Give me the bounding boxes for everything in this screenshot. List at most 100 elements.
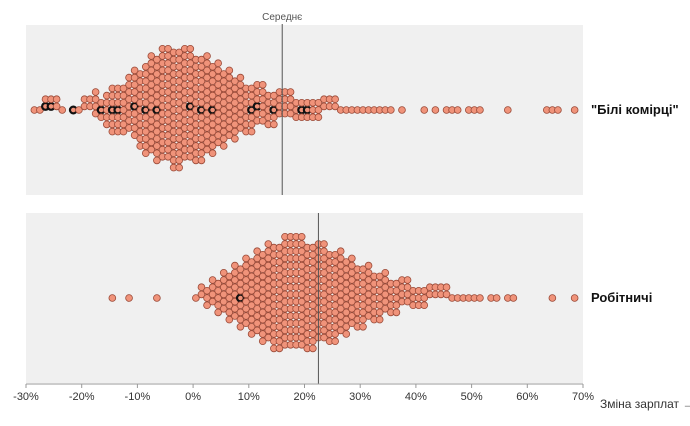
data-dot bbox=[548, 294, 557, 302]
data-dot bbox=[147, 138, 156, 147]
data-dot bbox=[297, 283, 306, 292]
data-dot bbox=[336, 283, 345, 292]
data-dot bbox=[141, 99, 150, 107]
data-dot bbox=[175, 156, 183, 165]
data-dot bbox=[258, 279, 267, 288]
data-dot bbox=[219, 276, 228, 284]
data-dot bbox=[231, 283, 239, 292]
data-dot bbox=[504, 106, 512, 114]
data-dot bbox=[175, 163, 183, 172]
data-dot bbox=[141, 120, 150, 129]
data-dot bbox=[320, 312, 328, 320]
x-tick-label: 10% bbox=[238, 391, 260, 403]
data-dot bbox=[164, 153, 172, 161]
data-dot bbox=[208, 276, 217, 284]
data-dot bbox=[275, 294, 284, 302]
data-dot bbox=[231, 113, 239, 121]
data-dot bbox=[119, 84, 128, 93]
x-tick-label: -20% bbox=[69, 391, 95, 403]
data-dot bbox=[359, 294, 367, 302]
data-dot bbox=[348, 261, 356, 270]
data-dot bbox=[442, 283, 451, 292]
data-dot bbox=[236, 81, 245, 89]
data-dot bbox=[208, 63, 217, 71]
data-dot bbox=[258, 337, 267, 346]
data-dot bbox=[203, 124, 211, 132]
data-dot bbox=[331, 102, 339, 111]
x-tick-label: 0% bbox=[185, 391, 201, 403]
data-dot bbox=[247, 265, 256, 274]
data-dot bbox=[264, 276, 273, 284]
data-dot bbox=[175, 48, 183, 57]
data-dot bbox=[275, 344, 284, 353]
data-dot bbox=[270, 120, 278, 129]
data-dot bbox=[297, 326, 306, 335]
data-dot bbox=[275, 279, 284, 288]
data-dot bbox=[247, 120, 256, 129]
data-dot bbox=[264, 283, 273, 292]
data-dot bbox=[392, 308, 401, 317]
data-dot bbox=[236, 265, 245, 274]
data-dot bbox=[147, 81, 156, 89]
data-dot bbox=[320, 254, 328, 263]
data-dot bbox=[231, 312, 239, 320]
data-dot bbox=[314, 99, 323, 107]
data-dot bbox=[359, 322, 367, 331]
data-dot bbox=[331, 258, 339, 266]
data-dot bbox=[331, 294, 339, 302]
data-dot bbox=[275, 243, 284, 252]
data-dot bbox=[286, 88, 295, 96]
data-dot bbox=[214, 59, 222, 67]
data-dot bbox=[336, 326, 345, 335]
data-dot bbox=[231, 304, 239, 313]
data-dot bbox=[219, 120, 228, 129]
data-dot bbox=[186, 44, 195, 53]
data-dot bbox=[164, 59, 172, 67]
data-dot bbox=[253, 304, 261, 313]
data-dot bbox=[219, 84, 228, 93]
data-dot bbox=[264, 254, 273, 263]
blue-collar-dots bbox=[108, 233, 579, 353]
data-dot bbox=[297, 240, 306, 248]
data-dot bbox=[309, 265, 317, 274]
data-dot bbox=[253, 254, 261, 263]
data-dot bbox=[208, 149, 217, 158]
data-dot bbox=[219, 304, 228, 313]
data-dot bbox=[186, 81, 195, 89]
data-dot bbox=[197, 113, 206, 121]
data-dot bbox=[236, 279, 245, 288]
data-dot bbox=[141, 63, 150, 71]
data-dot bbox=[258, 117, 267, 125]
data-dot bbox=[364, 261, 373, 270]
data-dot bbox=[320, 326, 328, 335]
data-dot bbox=[242, 276, 250, 284]
data-dot bbox=[130, 131, 139, 140]
data-dot bbox=[275, 308, 284, 317]
data-dot bbox=[336, 276, 345, 284]
data-dot bbox=[242, 283, 250, 292]
data-dot bbox=[258, 294, 267, 302]
data-dot bbox=[258, 330, 267, 338]
data-dot bbox=[130, 124, 139, 132]
data-dot bbox=[186, 109, 195, 118]
data-dot bbox=[203, 59, 211, 67]
data-dot bbox=[309, 344, 317, 353]
data-dot bbox=[153, 120, 161, 129]
data-dot bbox=[225, 272, 234, 281]
data-dot bbox=[153, 63, 161, 71]
data-dot bbox=[208, 99, 217, 107]
data-dot bbox=[130, 109, 139, 118]
data-dot bbox=[219, 268, 228, 277]
data-dot bbox=[309, 251, 317, 259]
data-dot bbox=[309, 308, 317, 317]
x-tick-label: -30% bbox=[13, 391, 39, 403]
data-dot bbox=[197, 84, 206, 93]
data-dot bbox=[130, 81, 139, 89]
data-dot bbox=[203, 286, 211, 295]
data-dot bbox=[453, 106, 462, 114]
data-dot bbox=[364, 276, 373, 284]
data-dot bbox=[52, 95, 61, 103]
data-dot bbox=[175, 99, 183, 107]
data-dot bbox=[147, 124, 156, 132]
